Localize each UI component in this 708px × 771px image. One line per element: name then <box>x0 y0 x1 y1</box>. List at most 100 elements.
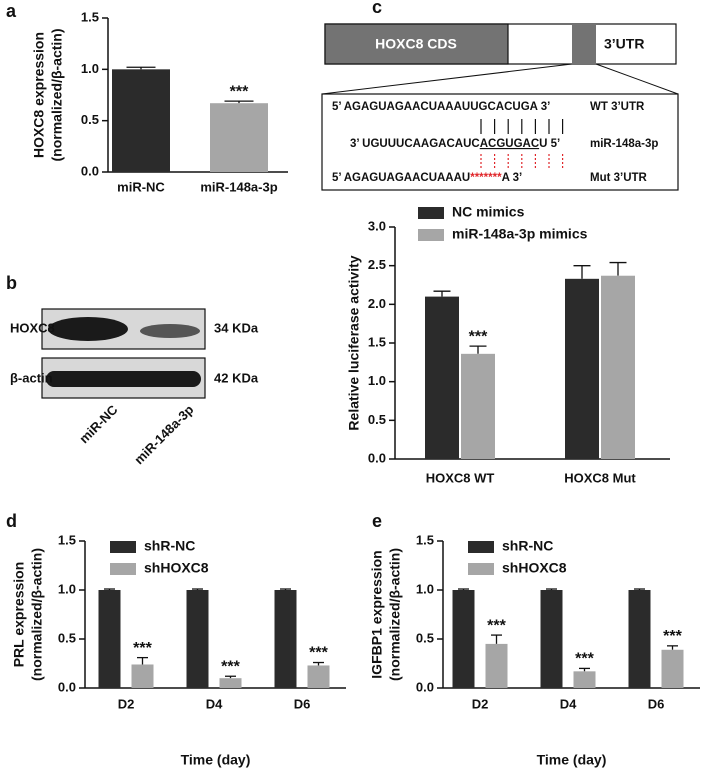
bar <box>425 296 459 459</box>
mut-label: Mut 3’UTR <box>590 172 648 184</box>
x-axis-label: Time (day) <box>181 752 251 768</box>
y-tick-label: 0.0 <box>58 679 76 694</box>
x-tick-label: miR-148a-3p <box>200 179 277 194</box>
bar <box>540 590 563 688</box>
significance: *** <box>133 640 152 657</box>
panel-label: a <box>6 1 17 21</box>
size-label: 42 KDa <box>214 370 259 385</box>
bar <box>461 353 495 459</box>
y-axis-label: IGFBP1 expression <box>369 550 385 678</box>
x-tick-label: D4 <box>560 696 577 711</box>
chart: 0.0 0.5 1.0 1.5 IGFBP1 expression (normalized… <box>369 532 700 768</box>
legend-swatch <box>468 541 494 553</box>
band-label: β-actin <box>10 370 53 385</box>
bar <box>485 643 508 688</box>
bar <box>98 590 121 688</box>
y-tick-label: 2.5 <box>368 257 386 272</box>
significance: *** <box>575 651 594 668</box>
y-tick-label: 0.0 <box>81 163 99 178</box>
x-tick-label: D2 <box>118 696 135 711</box>
y-tick-label: 1.5 <box>416 532 434 547</box>
y-tick-label: 1.5 <box>81 9 99 24</box>
bar <box>601 275 635 459</box>
panel-label: b <box>6 273 17 293</box>
mut-suffix: A 3’ <box>502 172 523 184</box>
mir-suffix: U 5’ <box>539 138 560 150</box>
bar <box>131 664 154 688</box>
wt-label: WT 3’UTR <box>590 101 645 113</box>
y-tick-label: 2.0 <box>368 296 386 311</box>
lane-label: miR-148a-3p <box>131 402 196 467</box>
site-box <box>572 24 596 64</box>
cds-box <box>324 23 509 65</box>
bar <box>307 665 330 688</box>
mir-seq: 3’ UGUUUCAAGACAUCACGUGACU 5’ <box>350 138 560 150</box>
bar <box>219 678 242 688</box>
chart: 0.0 0.5 1.0 1.5 2.0 2.5 3.0 Relative luciferase… <box>346 204 670 485</box>
zoom-line <box>595 63 679 95</box>
utr-label: 3’UTR <box>604 36 644 52</box>
legend-label: NC mimics <box>452 204 525 220</box>
y-tick-label: 3.0 <box>368 218 386 233</box>
blot-band <box>140 324 200 338</box>
panel-label: c <box>372 0 382 17</box>
x-tick-label: D2 <box>472 696 489 711</box>
bar <box>112 69 170 172</box>
y-tick-label: 1.5 <box>58 532 76 547</box>
x-tick-label: D6 <box>294 696 311 711</box>
legend-swatch <box>110 563 136 575</box>
zoom-line <box>321 63 573 95</box>
legend-label: shHOXC8 <box>144 560 209 576</box>
significance: *** <box>221 658 240 675</box>
diagram: HOXC8 CDS 3’UTR 5’ AGAGUAGAACUAAAUUGCACU… <box>321 23 679 191</box>
mut-prefix: 5’ AGAGUAGAACUAAAU <box>332 172 470 184</box>
lane-label: miR-NC <box>76 402 121 447</box>
cds-label: HOXC8 CDS <box>375 36 457 52</box>
legend-label: shHOXC8 <box>502 560 567 576</box>
y-tick-label: 0.0 <box>368 450 386 465</box>
x-tick-label: D6 <box>648 696 665 711</box>
chart: 0.0 0.5 1.0 1.5 PRL expression (normalized/β-… <box>11 532 346 768</box>
y-tick-label: 1.0 <box>416 581 434 596</box>
x-tick-label: HOXC8 Mut <box>564 470 636 485</box>
chart: 0.0 0.5 1.0 1.5 HOXC8 expression (normalized/… <box>31 9 288 194</box>
bar <box>452 590 475 688</box>
significance: *** <box>469 328 488 345</box>
y-axis-label: (normalized/β-actin) <box>387 548 403 681</box>
y-axis-label: Relative luciferase activity <box>346 255 362 430</box>
band-label: HOXC8 <box>10 320 55 335</box>
mir-prefix: 3’ UGUUUCAAGACAUC <box>350 138 480 150</box>
x-tick-label: miR-NC <box>117 179 165 194</box>
mir-label: miR-148a-3p <box>590 138 658 150</box>
bar <box>565 278 599 459</box>
pairing <box>480 119 564 170</box>
x-tick-label: HOXC8 WT <box>426 470 495 485</box>
mut-stars: ******* <box>470 172 502 184</box>
legend-label: shR-NC <box>502 538 553 554</box>
y-axis-label: PRL expression <box>11 562 27 668</box>
bar <box>628 590 651 688</box>
significance: *** <box>230 83 249 100</box>
wt-seq: 5’ AGAGUAGAACUAAAUUGCACUGA 3’ <box>332 101 550 113</box>
y-axis-label: HOXC8 expression <box>31 32 47 158</box>
significance: *** <box>309 645 328 662</box>
y-tick-label: 0.5 <box>81 112 99 127</box>
y-axis-label: (normalized/β-actin) <box>49 29 65 162</box>
significance: *** <box>487 617 506 634</box>
bar <box>186 590 209 688</box>
y-tick-label: 1.0 <box>81 61 99 76</box>
y-tick-label: 0.0 <box>416 679 434 694</box>
blot-band <box>46 371 201 387</box>
y-tick-label: 1.0 <box>368 373 386 388</box>
blot: HOXC8 β-actin 34 KDa 42 KDa miR-NC miR-1… <box>10 308 259 467</box>
bar <box>274 590 297 688</box>
x-tick-label: D4 <box>206 696 223 711</box>
mir-seed: ACGUGAC <box>480 138 539 150</box>
bar <box>210 103 268 172</box>
blot-band <box>48 317 128 341</box>
significance: *** <box>663 628 682 645</box>
mut-seq: 5’ AGAGUAGAACUAAAU*******A 3’ <box>332 172 522 184</box>
panel-label: d <box>6 511 17 531</box>
bar <box>661 649 684 688</box>
